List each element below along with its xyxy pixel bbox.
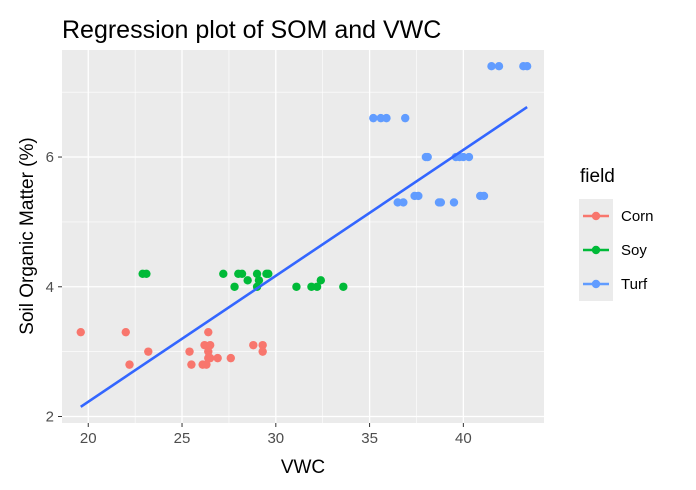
data-point-corn: [185, 347, 194, 356]
legend: field Corn Soy Turf: [579, 166, 654, 301]
data-point-corn: [213, 353, 222, 363]
data-point-turf: [487, 62, 496, 71]
data-point-corn: [258, 347, 267, 356]
data-point-soy: [237, 269, 247, 278]
data-point-corn: [226, 353, 235, 363]
y-tick-label: 2: [46, 409, 54, 426]
data-point-soy: [219, 269, 228, 278]
x-tick-label: 40: [455, 430, 472, 447]
x-tick-label: 25: [174, 430, 191, 447]
data-point-turf: [479, 191, 489, 201]
data-point-corn: [144, 347, 153, 356]
data-point-soy: [312, 282, 322, 291]
data-point-corn: [205, 340, 215, 350]
data-point-corn: [205, 353, 215, 363]
data-point-corn: [187, 360, 196, 369]
data-point-turf: [449, 198, 459, 207]
data-point-soy: [243, 276, 252, 285]
data-point-soy: [264, 269, 273, 278]
legend-title: field: [580, 166, 615, 187]
data-point-soy: [254, 276, 264, 285]
data-points: [76, 62, 532, 369]
x-tick-label: 20: [80, 430, 97, 447]
data-point-corn: [125, 360, 134, 369]
legend-label-corn: Corn: [621, 208, 654, 225]
data-point-turf: [399, 198, 408, 207]
data-point-corn: [202, 360, 211, 369]
data-point-soy: [316, 276, 326, 285]
data-point-soy: [292, 282, 301, 291]
x-tick-label: 30: [267, 430, 284, 447]
y-tick-label: 6: [46, 149, 54, 166]
data-point-turf: [401, 113, 410, 123]
data-point-turf: [423, 152, 432, 162]
x-axis-title: VWC: [281, 457, 325, 478]
data-point-corn: [204, 347, 213, 356]
data-point-corn: [249, 340, 258, 350]
axes: 20 25 30 35 40 2 4 6: [46, 149, 472, 447]
regression-line: [80, 106, 528, 408]
data-point-turf: [414, 191, 423, 201]
legend-key-point: [591, 245, 601, 255]
data-point-turf: [436, 198, 446, 207]
data-point-corn: [76, 327, 85, 337]
data-point-corn: [258, 340, 267, 350]
y-tick-label: 4: [46, 279, 54, 296]
data-point-turf: [494, 62, 504, 71]
data-point-turf: [522, 62, 532, 71]
legend-key-point: [591, 211, 601, 221]
data-point-turf: [382, 113, 391, 123]
y-axis-title: Soil Organic Matter (%): [17, 137, 38, 334]
data-point-soy: [142, 269, 151, 278]
legend-label-turf: Turf: [621, 276, 648, 293]
legend-key-point: [591, 279, 601, 289]
legend-label-soy: Soy: [621, 242, 647, 259]
data-point-soy: [252, 269, 262, 278]
data-point-turf: [369, 113, 378, 123]
plot-panel: [62, 50, 544, 423]
data-point-corn: [204, 327, 213, 337]
data-point-turf: [464, 152, 474, 162]
chart-title: Regression plot of SOM and VWC: [62, 16, 441, 44]
data-point-corn: [121, 327, 130, 337]
x-tick-label: 35: [361, 430, 378, 447]
grid-lines: [62, 50, 544, 423]
data-point-soy: [230, 282, 239, 291]
data-point-soy: [339, 282, 348, 291]
